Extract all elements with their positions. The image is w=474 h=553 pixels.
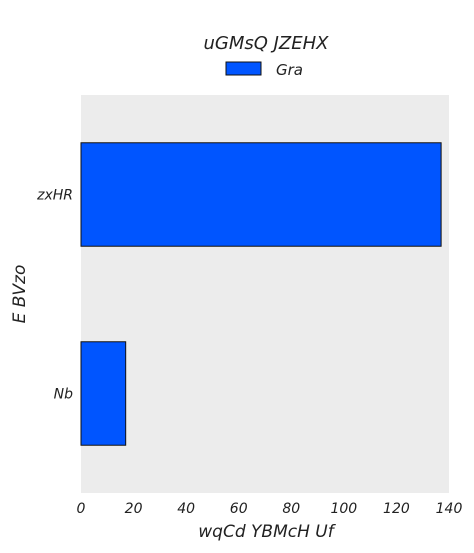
bar-nb [81, 342, 126, 445]
x-axis-label: wqCd YBMcH Uf [198, 522, 336, 542]
x-tick-40: 40 [177, 501, 195, 517]
x-tick-120: 120 [383, 501, 410, 517]
y-axis-label: E BVzo [10, 265, 30, 324]
category-labels: zxHR Nb [36, 188, 73, 403]
bar-zxhr [81, 143, 441, 246]
category-label-nb: Nb [54, 387, 73, 403]
x-tick-labels: 0 20 40 60 80 100 120 140 [77, 501, 463, 517]
x-tick-0: 0 [77, 501, 86, 517]
x-tick-100: 100 [330, 501, 357, 517]
x-tick-140: 140 [436, 501, 463, 517]
legend-label: Gra [276, 61, 303, 79]
x-tick-60: 60 [230, 501, 248, 517]
chart-title: uGMsQ JZEHX [203, 33, 329, 54]
x-tick-80: 80 [282, 501, 300, 517]
legend: Gra [226, 61, 303, 79]
legend-swatch [226, 62, 261, 75]
x-tick-20: 20 [125, 501, 143, 517]
category-label-zxhr: zxHR [36, 188, 73, 204]
